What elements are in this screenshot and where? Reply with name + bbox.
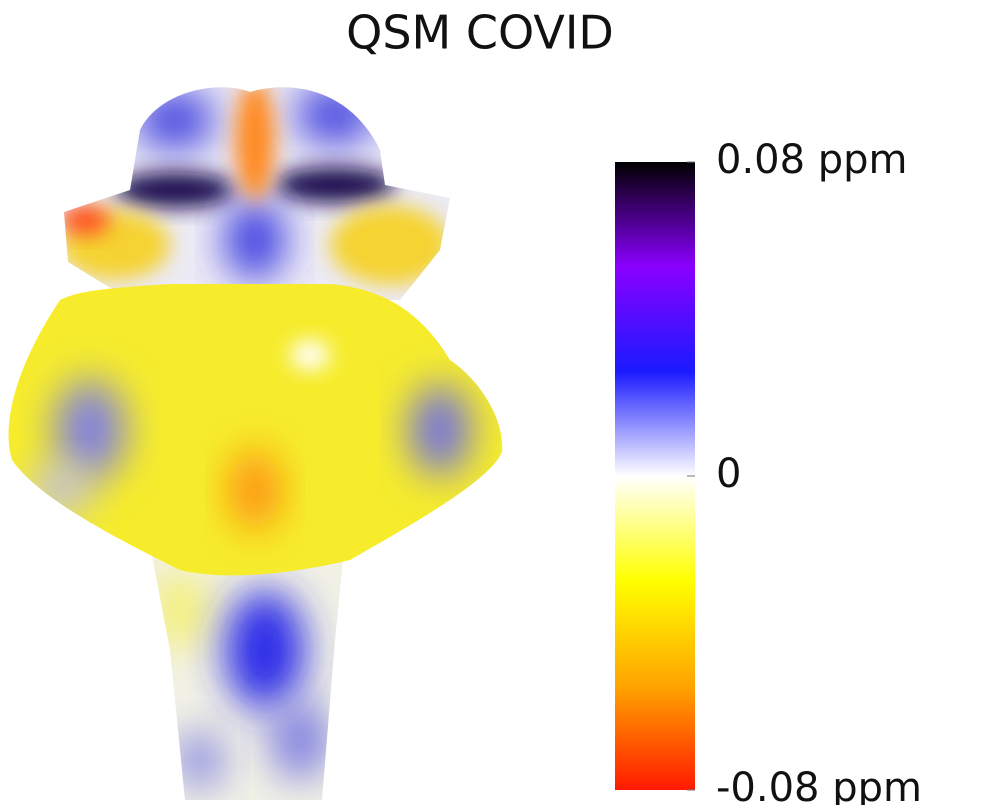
brainstem-render: [8, 87, 503, 800]
tick-label: 0: [716, 451, 741, 497]
tick-label: 0.08 ppm: [716, 137, 908, 183]
tick-label: -0.08 ppm: [716, 765, 922, 805]
chart-title: QSM COVID: [346, 6, 614, 60]
colorbar-fill: [615, 162, 695, 790]
colorbar: 0.08 ppm 0 -0.08 ppm: [615, 137, 922, 805]
